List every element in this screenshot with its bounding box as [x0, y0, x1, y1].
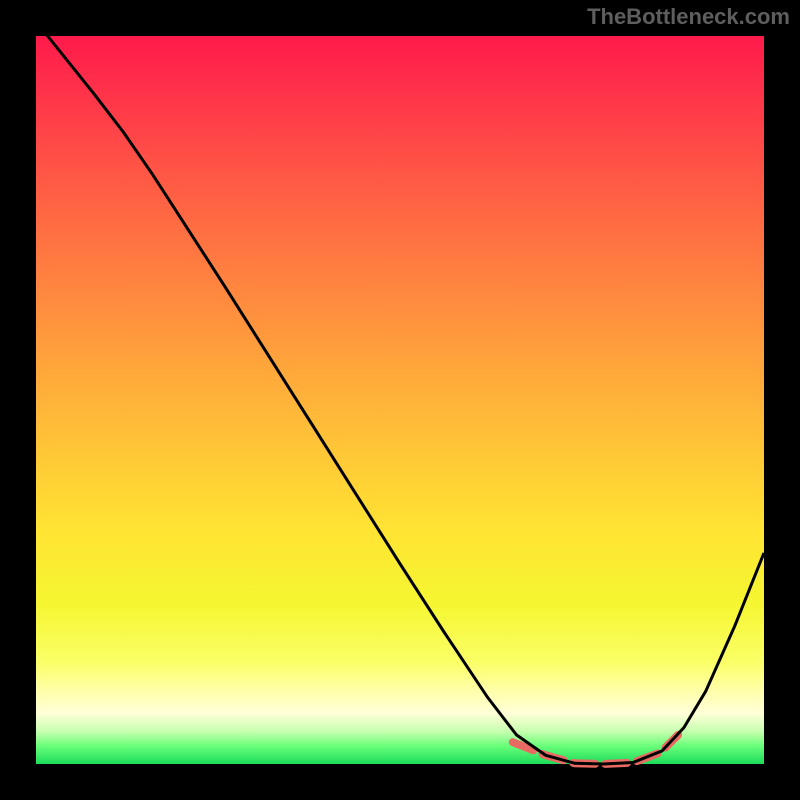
watermark-text: TheBottleneck.com: [587, 4, 790, 30]
gradient-rect: [36, 36, 764, 764]
chart-svg: [0, 0, 800, 800]
chart-container: TheBottleneck.com: [0, 0, 800, 800]
